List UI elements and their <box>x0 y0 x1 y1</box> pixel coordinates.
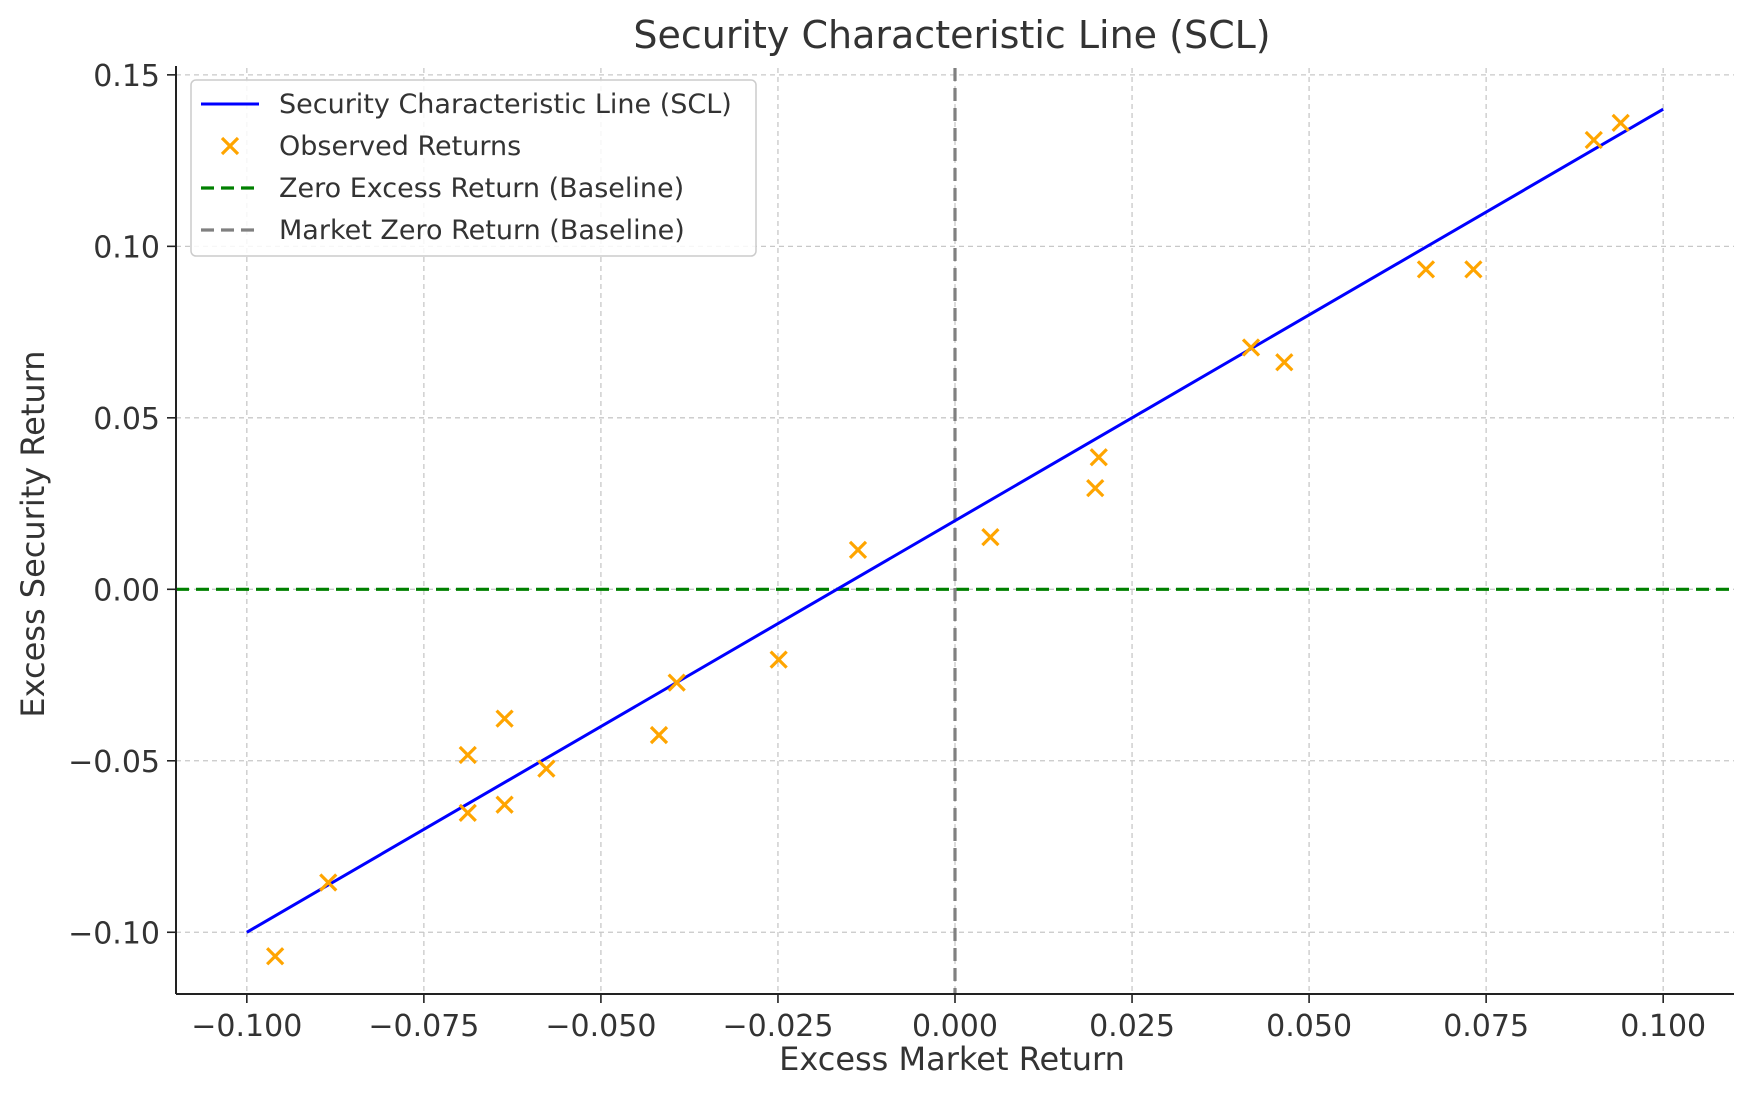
observed-return-point <box>1611 113 1630 133</box>
y-tick-label: −0.10 <box>68 916 160 951</box>
observed-return-point <box>769 650 788 669</box>
x-tick-label: −0.075 <box>368 1009 479 1044</box>
observed-return-point <box>1584 130 1603 150</box>
observed-return-point <box>981 528 1000 547</box>
y-tick-label: −0.05 <box>68 745 160 780</box>
x-tick-label: 0.100 <box>1620 1009 1706 1044</box>
observed-return-point <box>649 725 669 745</box>
observed-return-point <box>458 745 477 765</box>
observed-return-point <box>319 873 338 892</box>
legend-box <box>190 79 757 257</box>
y-tick-label: 0.00 <box>93 573 160 608</box>
observed-return-point <box>1416 260 1436 279</box>
plot-series <box>246 107 1664 966</box>
scl-line <box>246 107 1664 934</box>
observed-return-point <box>537 759 556 778</box>
observed-return-point <box>1086 478 1105 498</box>
legend-label: Security Characteristic Line (SCL) <box>279 89 732 120</box>
x-tick-label: −0.100 <box>191 1009 302 1044</box>
x-tick-label: 0.000 <box>912 1009 998 1044</box>
legend-label: Observed Returns <box>279 131 521 162</box>
legend-label: Zero Excess Return (Baseline) <box>279 173 684 204</box>
observed-return-point <box>667 673 686 692</box>
legend-handle-marker <box>220 136 240 156</box>
x-tick-label: −0.025 <box>722 1009 833 1044</box>
x-tick-label: −0.050 <box>545 1009 656 1044</box>
y-tick-label: 0.15 <box>93 59 160 94</box>
x-tick-label: 0.075 <box>1443 1009 1529 1044</box>
y-tick-label: 0.05 <box>93 402 160 437</box>
baselines <box>176 68 1734 994</box>
observed-return-point <box>495 795 514 814</box>
observed-return-point <box>848 540 868 559</box>
legend-label: Market Zero Return (Baseline) <box>279 215 685 246</box>
chart-title: Security Characteristic Line (SCL) <box>633 13 1270 57</box>
observed-return-point <box>1241 338 1261 357</box>
observed-return-point <box>495 709 514 728</box>
observed-return-point <box>1275 353 1294 372</box>
observed-return-point <box>1089 448 1108 467</box>
x-tick-label: 0.025 <box>1089 1009 1175 1044</box>
y-axis-label: Excess Security Return <box>14 350 52 717</box>
y-tick-label: 0.10 <box>93 230 160 265</box>
x-axis-label: Excess Market Return <box>779 1040 1125 1078</box>
observed-return-point <box>266 947 285 966</box>
tick-marks: −0.100 −0.075 −0.050 −0.025 0.000 0.025 0.050 0… <box>68 59 1706 1044</box>
observed-return-point <box>1464 260 1483 279</box>
observed-return-point <box>458 803 477 823</box>
observed-returns-markers <box>266 113 1630 966</box>
x-tick-label: 0.050 <box>1266 1009 1352 1044</box>
legend: Security Characteristic Line (SCL) Observ… <box>190 79 757 257</box>
